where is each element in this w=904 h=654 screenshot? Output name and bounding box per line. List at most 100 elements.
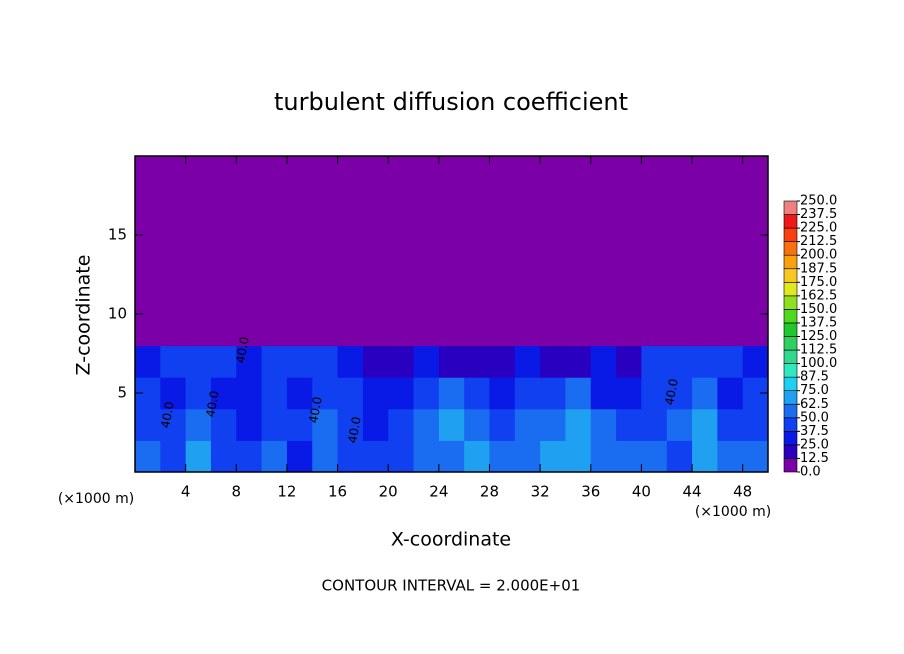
field-cell <box>388 440 415 473</box>
colorbar-label: 37.5 <box>800 424 829 439</box>
x-tick-label: 32 <box>531 483 550 501</box>
colorbar-label: 250.0 <box>800 194 837 209</box>
colorbar-label: 75.0 <box>800 383 829 398</box>
field-cell <box>236 440 263 473</box>
field-cell <box>590 156 617 347</box>
field-cell <box>312 377 339 410</box>
field-cell <box>286 377 313 410</box>
y-tick-label: 10 <box>108 305 127 323</box>
field-cell <box>717 377 744 410</box>
field-cell <box>286 440 313 473</box>
field-cell <box>312 408 339 441</box>
colorbar-swatch <box>783 431 798 446</box>
colorbar-label: 137.5 <box>800 315 837 330</box>
field-cell <box>464 156 490 347</box>
field-cell <box>160 440 187 473</box>
field-cell <box>337 377 364 410</box>
field-cell <box>489 377 516 410</box>
field-cell <box>514 408 541 441</box>
field-cell <box>514 377 541 410</box>
colorbar-label: 100.0 <box>800 356 837 371</box>
field-cell <box>717 408 744 441</box>
colorbar-swatch <box>783 390 798 405</box>
field-cell <box>261 408 288 441</box>
field-cell <box>286 156 313 347</box>
field-cell <box>236 377 263 410</box>
field-cell <box>590 377 617 410</box>
colorbar-swatch <box>783 417 798 432</box>
field-cell <box>565 345 592 378</box>
colorbar-swatch <box>783 214 798 229</box>
field-cell <box>438 345 465 378</box>
field-cell <box>388 377 415 410</box>
colorbar-swatch <box>783 349 798 364</box>
field-cell <box>742 440 769 473</box>
y-tick-label: 5 <box>117 384 127 402</box>
field-cell <box>565 377 592 410</box>
field-cell <box>362 377 389 410</box>
field-cell <box>514 440 541 473</box>
field-cell <box>742 156 769 347</box>
contour-label: 40.0 <box>306 396 324 425</box>
colorbar-swatch <box>783 241 798 256</box>
field-cell <box>666 156 693 347</box>
field-cell <box>489 408 516 441</box>
field-cell <box>742 408 769 441</box>
field-cell <box>717 345 744 378</box>
field-cell <box>616 377 642 410</box>
field-cell <box>616 408 642 441</box>
field-cell <box>135 345 161 378</box>
field-cell <box>312 156 339 347</box>
field-cell <box>616 156 642 347</box>
field-cell <box>616 440 642 473</box>
field-cell <box>388 156 415 347</box>
field-cell <box>666 345 693 378</box>
x-tick-label: 28 <box>480 483 499 501</box>
field-cell <box>185 156 212 347</box>
field-cell <box>362 408 389 441</box>
field-cell <box>641 408 668 441</box>
x-tick-label: 36 <box>581 483 600 501</box>
colorbar-label: 50.0 <box>800 410 829 425</box>
colorbar-swatch <box>783 363 798 378</box>
field-cell <box>261 440 288 473</box>
field-cell <box>210 345 237 378</box>
field-cell <box>135 156 161 347</box>
field-cell <box>337 440 364 473</box>
colorbar-swatch <box>783 295 798 310</box>
x-axis-label: X-coordinate <box>391 529 511 551</box>
colorbar-swatch <box>783 268 798 283</box>
field-cell <box>438 377 465 410</box>
field-cell <box>692 440 718 473</box>
x-tick-label: 8 <box>232 483 242 501</box>
field-cell <box>413 345 440 378</box>
field-cell <box>388 345 415 378</box>
field-cell <box>666 377 693 410</box>
colorbar-label: 112.5 <box>800 343 837 358</box>
colorbar-label: 150.0 <box>800 302 837 317</box>
colorbar-swatch <box>783 200 798 215</box>
field-cell <box>464 408 490 441</box>
colorbar-swatch <box>783 458 798 473</box>
field-cell <box>210 440 237 473</box>
field-cell <box>337 156 364 347</box>
field-cell <box>590 345 617 378</box>
colorbar-label: 62.5 <box>800 397 829 412</box>
field-cell <box>641 377 668 410</box>
field-cell <box>210 377 237 410</box>
field-cell <box>210 156 237 347</box>
colorbar-label: 175.0 <box>800 275 837 290</box>
colorbar-label: 187.5 <box>800 261 837 276</box>
field-cell <box>312 440 339 473</box>
colorbar-label: 200.0 <box>800 248 837 263</box>
field-cell <box>540 408 566 441</box>
field-cell <box>438 440 465 473</box>
field-cell <box>540 377 566 410</box>
colorbar-swatch <box>783 322 798 337</box>
x-tick-label: 12 <box>277 483 296 501</box>
field-cell <box>438 156 465 347</box>
field-cell <box>717 156 744 347</box>
field-cell <box>236 156 263 347</box>
field-cell <box>413 440 440 473</box>
field-cell <box>489 345 516 378</box>
